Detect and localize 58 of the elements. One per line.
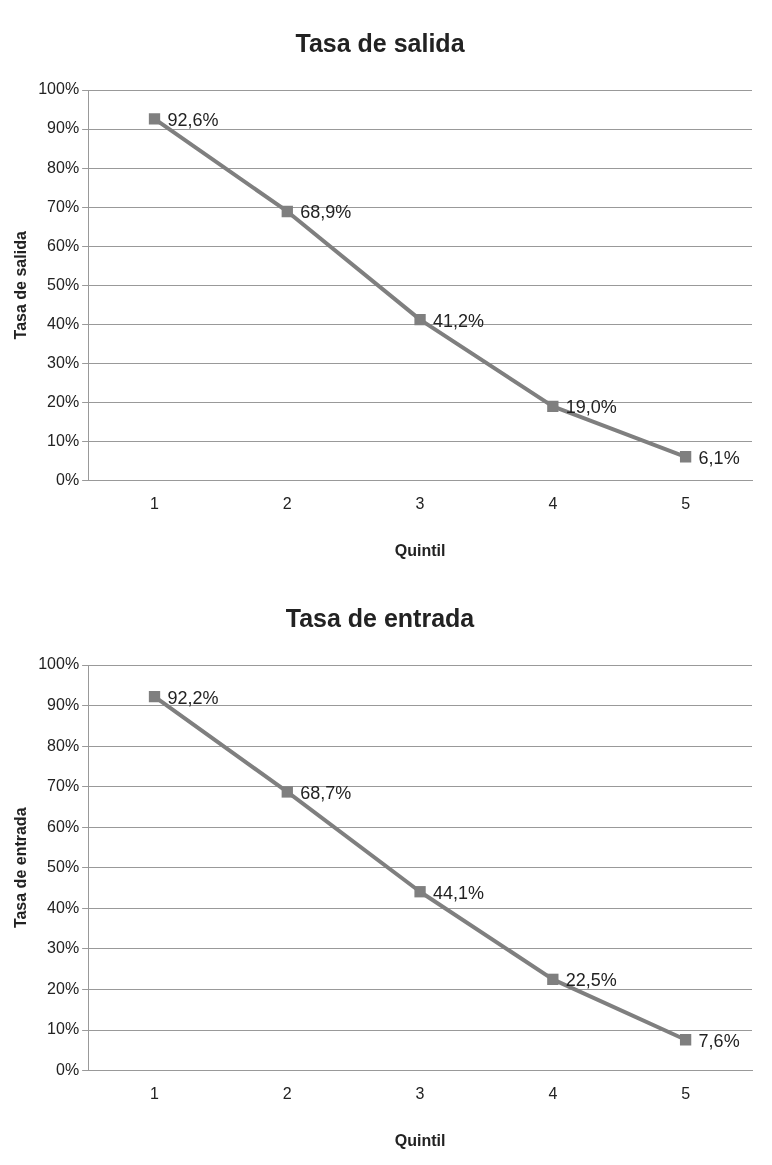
data-label: 92,2% [167,687,219,708]
point [679,1034,692,1046]
data-label: 6,1% [698,447,740,468]
data-label: 41,2% [433,310,485,331]
y-tick-label: 20% [47,392,80,410]
y-tick-label: 20% [47,979,80,997]
point [679,451,692,463]
point [148,113,161,125]
y-tick-label: 90% [47,119,80,137]
y-tick-label: 0% [56,1061,80,1079]
y-tick-label: 10% [47,431,80,449]
data-label: 44,1% [433,882,485,903]
y-tick-label: 0% [56,471,80,489]
point [414,886,426,898]
x-tick-label: 2 [282,494,292,512]
x-axis-title: Quintil [394,541,446,559]
y-tick-label: 40% [47,314,80,332]
y-tick-label: 90% [47,695,80,713]
data-label: 68,9% [300,202,352,223]
data-label: 19,0% [565,397,617,418]
data-label: 68,7% [300,782,352,803]
point [148,690,161,703]
y-tick-label: 100% [38,655,80,673]
point [547,973,559,985]
x-tick-label: 3 [415,494,425,512]
y-tick-label: 50% [47,275,80,293]
y-tick-label: 100% [38,80,80,98]
x-tick-label: 4 [548,494,558,512]
y-tick-label: 60% [47,236,80,254]
x-tick-label: 4 [548,1084,558,1102]
point [281,205,293,218]
y-tick-label: 10% [47,1020,80,1038]
x-tick-label: 1 [150,1084,160,1102]
y-axis-title: Tasa de entrada [12,807,30,929]
x-tick-label: 1 [150,494,160,512]
y-tick-label: 70% [47,197,80,215]
y-tick-label: 80% [47,736,80,754]
x-tick-label: 5 [681,494,691,512]
data-label: 92,6% [167,109,219,130]
x-tick-label: 5 [681,1084,691,1102]
y-tick-label: 30% [47,939,80,957]
data-label: 22,5% [565,970,617,991]
x-tick-label: 3 [415,1084,425,1102]
y-tick-label: 30% [47,353,80,371]
y-tick-label: 60% [47,817,80,835]
point [414,314,426,326]
chart-title: Tasa de salida [295,28,466,57]
point [281,786,293,798]
data-label: 7,6% [698,1030,740,1051]
y-tick-label: 80% [47,158,80,176]
y-axis-title: Tasa de salida [12,231,30,340]
y-tick-label: 40% [47,898,80,916]
x-tick-label: 2 [282,1084,292,1102]
point [547,400,559,413]
y-tick-label: 50% [47,858,80,876]
chart-title: Tasa de entrada [285,603,476,632]
y-tick-label: 70% [47,777,80,795]
x-axis-title: Quintil [394,1131,446,1149]
